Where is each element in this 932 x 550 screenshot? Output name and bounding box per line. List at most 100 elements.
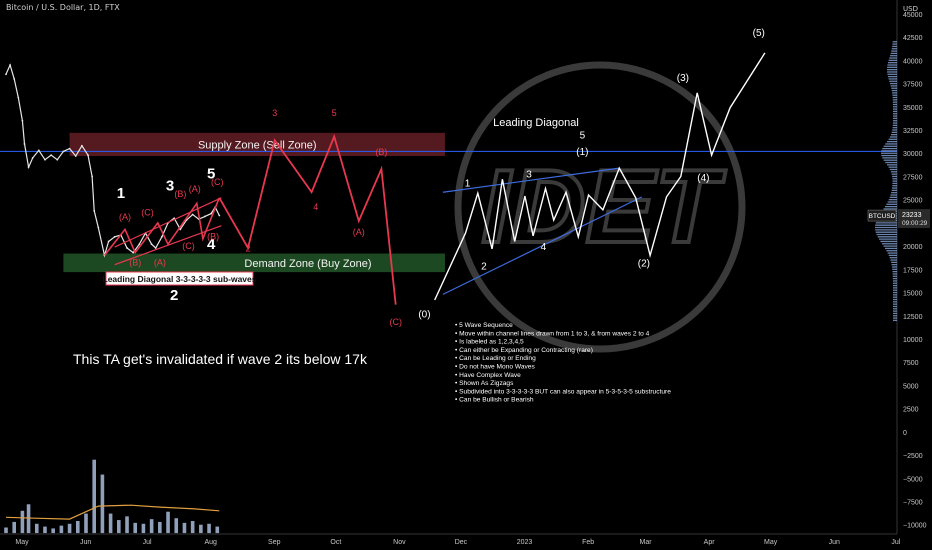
y-tick-label: 17500 bbox=[903, 267, 923, 274]
volume-bar bbox=[166, 511, 170, 534]
x-tick-label: Oct bbox=[330, 539, 341, 546]
wave-label-red: (A) bbox=[189, 184, 201, 194]
demand-zone bbox=[63, 253, 445, 273]
x-tick-label: Apr bbox=[704, 539, 716, 546]
volume-bar bbox=[117, 520, 121, 534]
x-tick-label: Aug bbox=[204, 539, 217, 546]
price-point bbox=[23, 143, 26, 145]
volume-bar bbox=[199, 524, 203, 534]
price-point bbox=[179, 228, 182, 231]
volume-bar bbox=[51, 528, 55, 534]
wave-label-red: (A) bbox=[154, 258, 166, 268]
note-item: • Can be Bullish or Bearish bbox=[455, 397, 534, 404]
y-tick-label: 32500 bbox=[903, 128, 923, 135]
price-point bbox=[17, 96, 20, 99]
price-point bbox=[218, 214, 221, 217]
wave-label-red: (B) bbox=[174, 189, 186, 199]
note-item: • Move within channel lines drawn from 1… bbox=[455, 330, 650, 337]
note-item: • Is labeled as 1,2,3,4,5 bbox=[455, 339, 524, 346]
volume-bar bbox=[125, 516, 129, 534]
wave-label-white: 3 bbox=[526, 169, 532, 180]
volume-bar bbox=[67, 523, 72, 534]
wave-label-white: (0) bbox=[418, 310, 430, 321]
wave-label-white: 5 bbox=[580, 130, 586, 141]
note-item: • Shown As Zigzags bbox=[455, 380, 514, 387]
volume-ma-line bbox=[5, 504, 220, 520]
volume-bar bbox=[133, 522, 138, 534]
volume-bar bbox=[207, 523, 211, 534]
price-tag-symbol: BTCUSD bbox=[869, 213, 896, 220]
demand-zone-label: Demand Zone (Buy Zone) bbox=[244, 258, 371, 270]
volume-bar bbox=[100, 474, 105, 534]
y-tick-label: 15000 bbox=[903, 291, 923, 298]
invalidation-note: This TA get's invalidated if wave 2 its … bbox=[73, 351, 368, 367]
volume-bar bbox=[158, 521, 162, 534]
axis-currency-label: USD bbox=[903, 5, 918, 13]
wave-label-white: 4 bbox=[207, 236, 216, 253]
note-item: • Can either be Expanding or Contracting… bbox=[455, 347, 593, 354]
wave-label-red: (B) bbox=[129, 258, 141, 268]
price-point bbox=[150, 243, 153, 246]
volume-bar bbox=[149, 519, 154, 534]
y-tick-label: 20000 bbox=[903, 244, 923, 251]
x-tick-label: Jul bbox=[891, 539, 900, 546]
y-tick-label: 0 bbox=[903, 430, 907, 437]
y-tick-label: 27500 bbox=[903, 174, 923, 181]
price-point bbox=[138, 243, 141, 246]
y-tick-label: 30000 bbox=[903, 151, 923, 158]
price-point bbox=[68, 147, 71, 150]
wave-label-red: (C) bbox=[389, 317, 402, 327]
y-tick-label: 25000 bbox=[903, 198, 923, 205]
wave-label-red: (C) bbox=[141, 207, 154, 217]
wave-label-white: (5) bbox=[753, 28, 765, 39]
price-point bbox=[132, 251, 135, 254]
note-item: • Have Complex Wave bbox=[455, 372, 521, 379]
volume-bar bbox=[12, 521, 17, 534]
wave-label-white: (3) bbox=[677, 73, 689, 84]
price-point bbox=[44, 158, 46, 161]
volume-bar bbox=[84, 513, 88, 534]
price-point bbox=[21, 119, 24, 122]
y-tick-label: 2500 bbox=[903, 407, 919, 414]
price-point bbox=[74, 155, 77, 157]
note-item: • Subdivided into 3-3-3-3-3 BUT can also… bbox=[455, 388, 671, 395]
x-tick-label: Mar bbox=[640, 539, 653, 546]
volume-bar bbox=[174, 518, 179, 534]
blue-channel-line bbox=[442, 167, 620, 193]
price-point bbox=[9, 64, 12, 66]
price-point bbox=[50, 154, 53, 156]
y-tick-label: −7500 bbox=[903, 499, 923, 506]
wave-label-white: 5 bbox=[207, 165, 215, 182]
volume-bar bbox=[4, 527, 8, 534]
wave-label-red: (C) bbox=[182, 241, 195, 251]
x-tick-label: May bbox=[15, 539, 29, 546]
volume-bar bbox=[75, 520, 80, 534]
price-point bbox=[173, 217, 176, 220]
price-point bbox=[93, 209, 96, 212]
y-tick-label: −2500 bbox=[903, 453, 923, 460]
red-projection-line bbox=[218, 133, 397, 305]
wave-label-white: 2 bbox=[170, 287, 178, 304]
volume-bar bbox=[108, 513, 113, 534]
red-channel-line bbox=[114, 197, 222, 248]
price-point bbox=[204, 215, 206, 218]
blue-channel-line bbox=[442, 196, 643, 295]
diagonal-box bbox=[105, 271, 254, 286]
wave-label-red: 5 bbox=[332, 108, 337, 118]
red-subwave-line bbox=[103, 197, 221, 256]
y-tick-label: 35000 bbox=[903, 105, 923, 112]
x-tick-label: May bbox=[764, 539, 778, 546]
wave-label-white: 1 bbox=[465, 179, 471, 190]
y-tick-label: 37500 bbox=[903, 82, 923, 89]
x-tick-label: Dec bbox=[455, 539, 468, 546]
wave-label-white: (4) bbox=[697, 173, 709, 184]
price-point bbox=[160, 235, 163, 238]
y-tick-label: 5000 bbox=[903, 383, 919, 390]
supply-zone-label: Supply Zone (Sell Zone) bbox=[198, 139, 317, 151]
price-point bbox=[56, 158, 59, 161]
y-tick-label: −10000 bbox=[903, 523, 927, 530]
price-tag-countdown: 09:00:29 bbox=[902, 220, 928, 227]
y-tick-label: 45000 bbox=[903, 12, 923, 19]
wave-label-white: 3 bbox=[166, 177, 174, 194]
